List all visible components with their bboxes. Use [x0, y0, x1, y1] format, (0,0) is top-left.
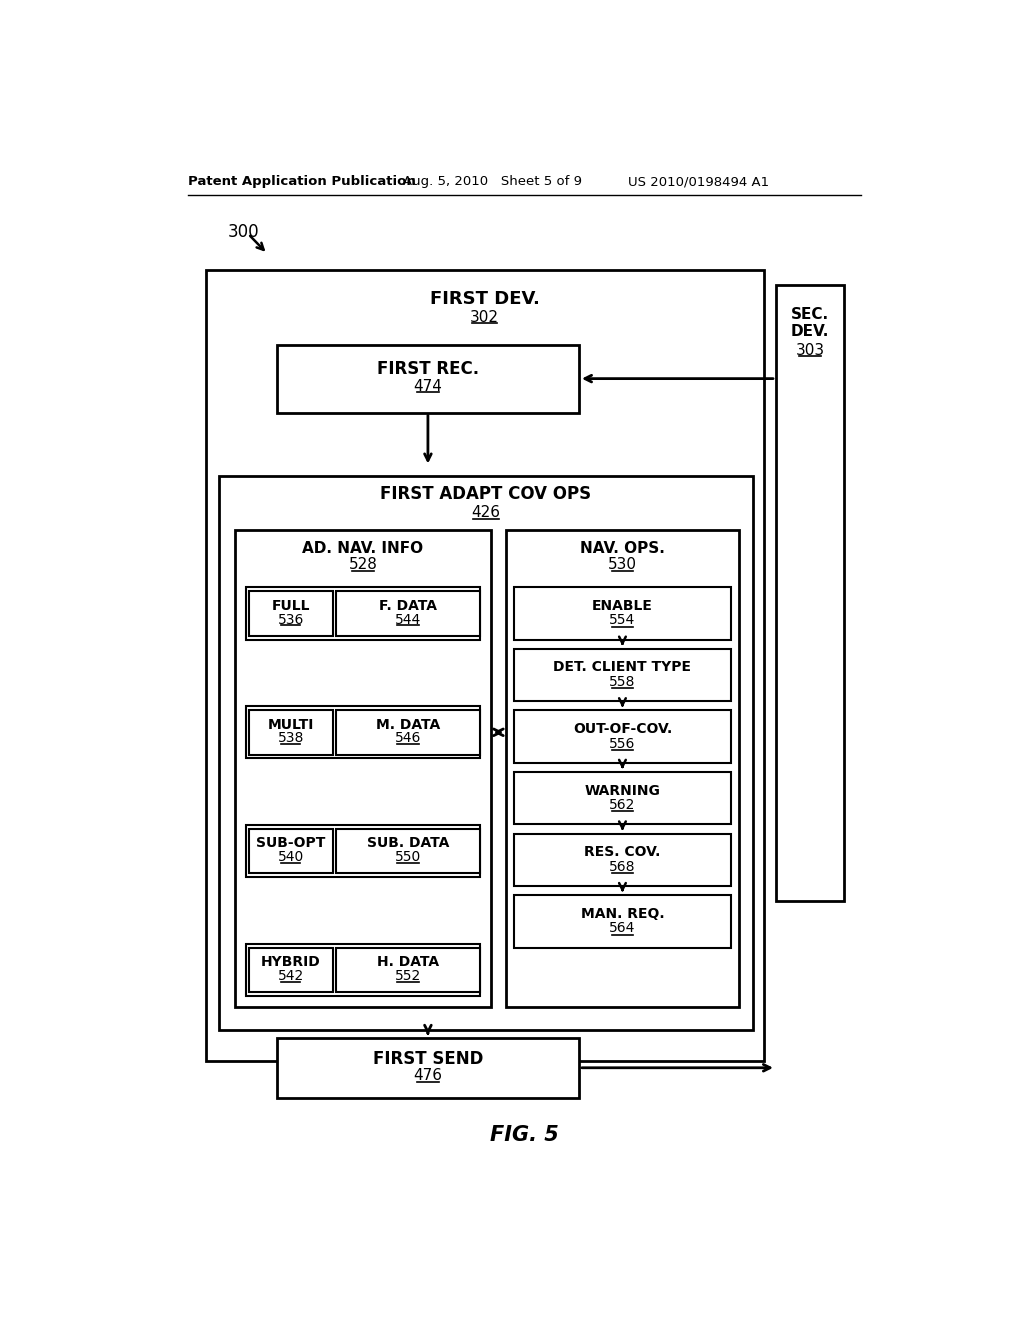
- Bar: [336, 591, 480, 636]
- Text: NAV. OPS.: NAV. OPS.: [580, 540, 665, 556]
- Text: 568: 568: [609, 859, 636, 874]
- Text: 302: 302: [470, 310, 499, 325]
- Bar: [206, 271, 764, 1061]
- Text: AD. NAV. INFO: AD. NAV. INFO: [302, 540, 423, 556]
- Text: 550: 550: [394, 850, 421, 865]
- Text: US 2010/0198494 A1: US 2010/0198494 A1: [628, 176, 769, 187]
- Text: Patent Application Publication: Patent Application Publication: [188, 176, 416, 187]
- Text: F. DATA: F. DATA: [379, 599, 437, 612]
- Text: WARNING: WARNING: [585, 784, 660, 797]
- Text: DET. CLIENT TYPE: DET. CLIENT TYPE: [553, 660, 691, 675]
- Text: 528: 528: [348, 557, 377, 573]
- Text: 556: 556: [609, 737, 636, 751]
- Text: FIG. 5: FIG. 5: [490, 1125, 559, 1144]
- Bar: [219, 475, 753, 1030]
- Text: 546: 546: [394, 731, 421, 746]
- Text: 426: 426: [471, 506, 501, 520]
- Text: MULTI: MULTI: [267, 718, 314, 731]
- Text: FULL: FULL: [271, 599, 310, 612]
- Text: 562: 562: [609, 799, 636, 812]
- Text: 300: 300: [227, 223, 259, 240]
- Bar: [336, 948, 480, 993]
- Text: SUB-OPT: SUB-OPT: [256, 837, 326, 850]
- Bar: [514, 895, 731, 948]
- Text: FIRST SEND: FIRST SEND: [373, 1049, 483, 1068]
- Bar: [249, 591, 333, 636]
- Bar: [246, 706, 480, 759]
- Text: H. DATA: H. DATA: [377, 956, 439, 969]
- Text: 474: 474: [414, 379, 442, 393]
- Bar: [246, 944, 480, 997]
- Text: 564: 564: [609, 921, 636, 936]
- Bar: [506, 529, 738, 1007]
- Bar: [514, 834, 731, 886]
- Text: M. DATA: M. DATA: [376, 718, 440, 731]
- Bar: [234, 529, 490, 1007]
- Bar: [246, 825, 480, 878]
- Text: 538: 538: [278, 731, 304, 746]
- Text: 540: 540: [278, 850, 304, 865]
- Text: 558: 558: [609, 675, 636, 689]
- Bar: [276, 1038, 579, 1098]
- Bar: [249, 829, 333, 874]
- Text: ENABLE: ENABLE: [592, 599, 653, 612]
- Bar: [514, 772, 731, 825]
- Text: SEC.: SEC.: [791, 308, 829, 322]
- Text: MAN. REQ.: MAN. REQ.: [581, 907, 665, 921]
- Text: 530: 530: [608, 557, 637, 573]
- Text: OUT-OF-COV.: OUT-OF-COV.: [572, 722, 672, 737]
- Bar: [249, 948, 333, 993]
- Bar: [249, 710, 333, 755]
- Bar: [514, 710, 731, 763]
- Text: FIRST ADAPT COV OPS: FIRST ADAPT COV OPS: [381, 486, 592, 503]
- Bar: [276, 345, 579, 412]
- Bar: [246, 587, 480, 640]
- Bar: [336, 829, 480, 874]
- Text: Aug. 5, 2010   Sheet 5 of 9: Aug. 5, 2010 Sheet 5 of 9: [403, 176, 582, 187]
- Text: FIRST REC.: FIRST REC.: [377, 360, 479, 379]
- Text: 536: 536: [278, 612, 304, 627]
- Text: RES. COV.: RES. COV.: [585, 845, 660, 859]
- Text: HYBRID: HYBRID: [261, 956, 321, 969]
- Text: 303: 303: [796, 343, 824, 358]
- Text: SUB. DATA: SUB. DATA: [367, 837, 449, 850]
- Text: 542: 542: [278, 969, 304, 983]
- Bar: [514, 649, 731, 701]
- Text: 544: 544: [394, 612, 421, 627]
- Bar: [514, 587, 731, 640]
- Bar: [776, 285, 844, 902]
- Bar: [336, 710, 480, 755]
- Text: 554: 554: [609, 614, 636, 627]
- Text: DEV.: DEV.: [791, 325, 829, 339]
- Text: FIRST DEV.: FIRST DEV.: [429, 290, 540, 309]
- Text: 552: 552: [394, 969, 421, 983]
- Text: 476: 476: [414, 1068, 442, 1082]
